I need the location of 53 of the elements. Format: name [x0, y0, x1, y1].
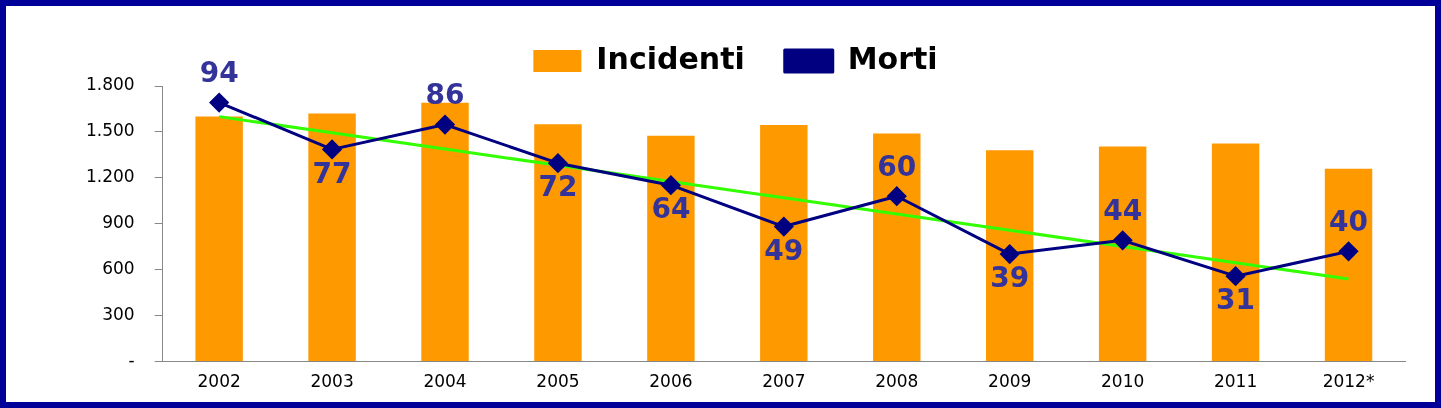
- point: [1339, 241, 1359, 261]
- bar: [195, 116, 243, 362]
- data-label: 44: [1103, 193, 1143, 227]
- x-tick-label: 2004: [423, 371, 467, 392]
- bar: [647, 135, 695, 362]
- point: [1113, 230, 1133, 250]
- data-label: 72: [538, 170, 578, 204]
- bar: [534, 124, 582, 362]
- point: [661, 175, 681, 195]
- x-tick-label: 2006: [649, 371, 693, 392]
- x-tick-label: 2009: [988, 371, 1032, 392]
- point: [887, 186, 907, 206]
- data-label: 40: [1329, 204, 1369, 238]
- x-tick-label: 2011: [1213, 371, 1258, 392]
- data-label: 31: [1216, 283, 1256, 317]
- point: [548, 153, 568, 173]
- legend-label: Morti: [847, 40, 938, 76]
- bar: [308, 113, 356, 362]
- data-label: 77: [312, 156, 352, 190]
- bar: [1211, 143, 1260, 362]
- data-label: 64: [651, 192, 691, 226]
- x-tick-label: 2002: [197, 371, 241, 392]
- point: [774, 217, 794, 237]
- y-tick-label: 1.800: [86, 74, 135, 95]
- point: [322, 139, 342, 159]
- bar: [1098, 146, 1147, 362]
- data-label: 49: [764, 233, 804, 267]
- x-tick-label: 2003: [310, 371, 354, 392]
- data-label: 39: [990, 261, 1030, 295]
- point: [1000, 244, 1020, 264]
- y-tick-label: 900: [102, 212, 135, 233]
- x-tick-label: 2008: [875, 371, 919, 392]
- y-tick-label: 600: [102, 258, 135, 279]
- x-tick-label: 2007: [762, 371, 806, 392]
- y-tick-label: -: [128, 350, 135, 371]
- y-tick-label: 300: [102, 304, 135, 325]
- data-label: 94: [199, 55, 239, 89]
- bar: [986, 150, 1034, 362]
- y-tick-label: 1.500: [86, 120, 135, 141]
- data-label: 86: [425, 77, 465, 111]
- point: [1226, 266, 1246, 286]
- bar: [760, 125, 808, 362]
- data-label: 60: [877, 149, 917, 183]
- point: [435, 115, 455, 135]
- x-tick-label: 2010: [1101, 371, 1145, 392]
- bar: [873, 133, 921, 362]
- x-tick-label: 2012*: [1322, 371, 1375, 392]
- bar: [421, 102, 469, 362]
- bar: [1324, 168, 1373, 362]
- x-tick-label: 2005: [536, 371, 580, 392]
- point: [209, 93, 229, 113]
- legend-label: Incidenti: [596, 40, 745, 76]
- y-tick-label: 1.200: [86, 166, 135, 187]
